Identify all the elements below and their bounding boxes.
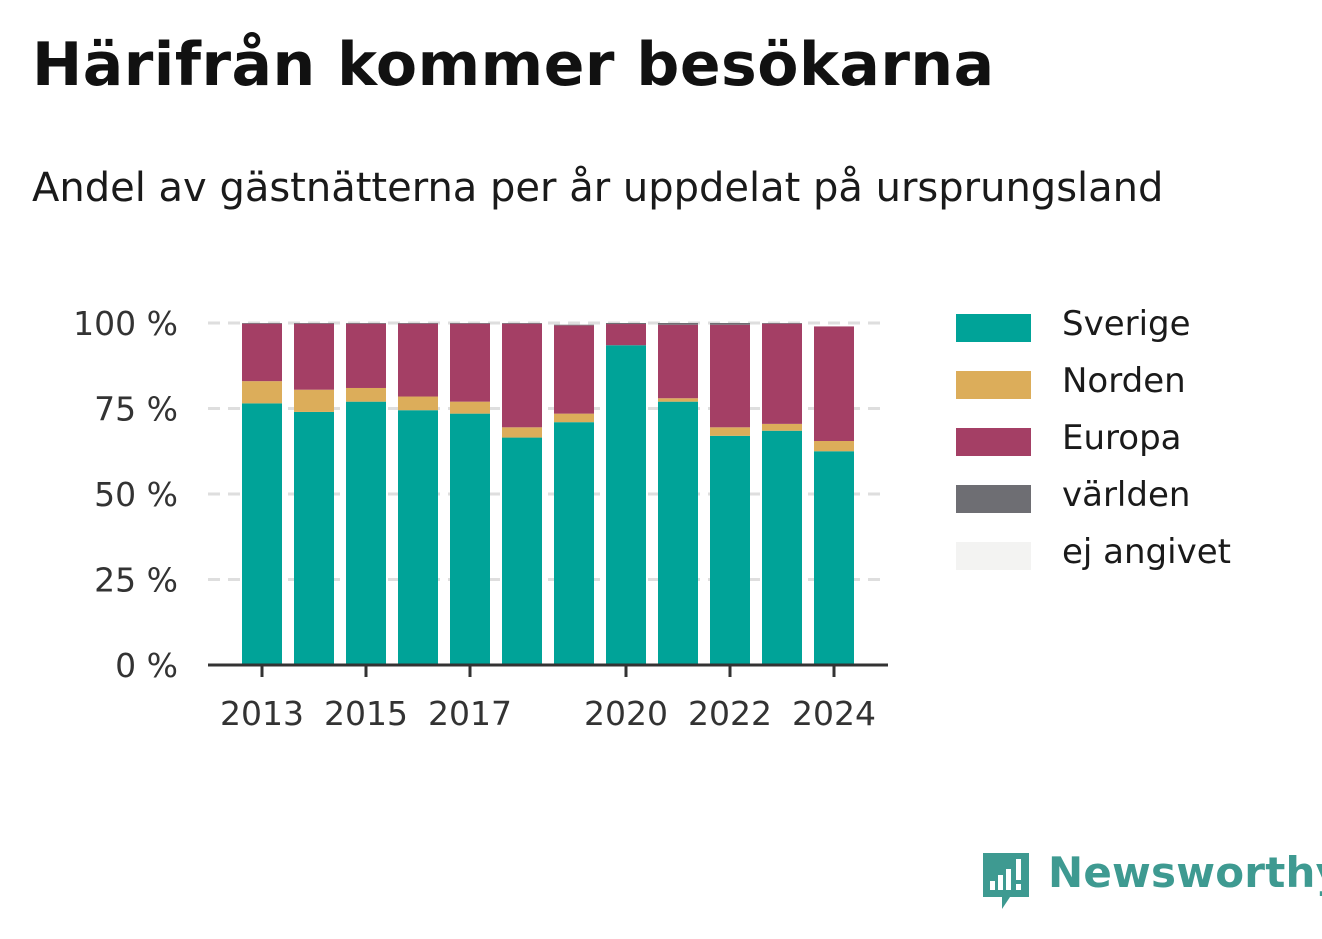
- bar-segment: [658, 398, 698, 402]
- y-tick-label: 75 %: [94, 390, 178, 429]
- bar-segment: [450, 413, 490, 665]
- y-axis-ticks: 0 % 25 % 50 % 75 % 100 %: [73, 304, 178, 685]
- bar-segment: [502, 323, 542, 428]
- bars: [242, 323, 854, 665]
- x-tick-label: 2015: [324, 694, 408, 733]
- legend-label: Sverige: [1062, 304, 1191, 344]
- legend-swatch: [956, 428, 1031, 456]
- bar-segment: [294, 323, 334, 390]
- newsworthy-logo-icon: [983, 853, 1029, 909]
- bar-segment: [450, 323, 490, 324]
- chart-title: Härifrån kommer besökarna: [32, 30, 995, 100]
- bar-segment: [762, 423, 802, 431]
- y-tick-label: 100 %: [73, 304, 178, 343]
- bar-segment: [606, 345, 646, 665]
- brand-logo: Newsworthy: [980, 848, 1322, 910]
- bar-segment: [762, 323, 802, 324]
- bar-segment: [242, 381, 282, 404]
- bar-segment: [710, 324, 750, 428]
- legend-item: Europa: [956, 416, 1286, 458]
- x-tick-label: 2013: [220, 694, 304, 733]
- bar-segment: [242, 323, 282, 382]
- bar-segment: [814, 451, 854, 665]
- legend-label: Europa: [1062, 418, 1182, 458]
- bar-segment: [762, 430, 802, 665]
- legend-label: ej angivet: [1062, 532, 1231, 572]
- x-tick-label: 2020: [584, 694, 668, 733]
- bar-segment: [242, 323, 282, 324]
- legend-item: världen: [956, 473, 1286, 515]
- legend-swatch: [956, 485, 1031, 513]
- bar-segment: [346, 401, 386, 665]
- bar-segment: [398, 396, 438, 411]
- bar-segment: [502, 323, 542, 324]
- legend-swatch: [956, 314, 1031, 342]
- bar-segment: [814, 440, 854, 452]
- bar-segment: [658, 324, 698, 399]
- chart-subtitle: Andel av gästnätterna per år uppdelat på…: [32, 165, 1164, 211]
- bar-segment: [710, 427, 750, 436]
- y-tick-label: 25 %: [94, 561, 178, 600]
- bar-segment: [242, 403, 282, 665]
- legend-label: Norden: [1062, 361, 1186, 401]
- bar-segment: [606, 324, 646, 346]
- x-tick-label: 2017: [428, 694, 512, 733]
- bar-segment: [554, 324, 594, 326]
- brand-name: Newsworthy: [1048, 848, 1322, 897]
- bar-segment: [658, 401, 698, 665]
- x-tick-label: 2022: [688, 694, 772, 733]
- bar-segment: [502, 437, 542, 665]
- bar-segment: [762, 323, 802, 424]
- bar-segment: [346, 387, 386, 402]
- bar-segment: [346, 323, 386, 324]
- bar-segment: [450, 323, 490, 402]
- bar-segment: [294, 411, 334, 665]
- x-axis: 2013 2015 2017 2020 2022 2024: [208, 663, 888, 733]
- bar-segment: [346, 323, 386, 388]
- legend-label: världen: [1062, 475, 1191, 515]
- x-tick-label: 2024: [792, 694, 876, 733]
- bar-segment: [814, 326, 854, 441]
- bar-segment: [398, 323, 438, 397]
- legend-swatch: [956, 371, 1031, 399]
- legend-item: Norden: [956, 359, 1286, 401]
- y-tick-label: 0 %: [115, 646, 178, 685]
- legend-item: ej angivet: [956, 530, 1286, 572]
- bar-segment: [294, 389, 334, 412]
- bar-segment: [658, 323, 698, 325]
- bar-segment: [554, 413, 594, 423]
- legend-swatch: [956, 542, 1031, 570]
- bar-segment: [710, 323, 750, 325]
- bar-segment: [710, 435, 750, 665]
- bar-segment: [398, 410, 438, 665]
- bar-segment: [502, 427, 542, 438]
- bar-segment: [450, 401, 490, 414]
- bar-segment: [398, 323, 438, 324]
- legend-item: Sverige: [956, 302, 1286, 344]
- bar-segment: [294, 323, 334, 324]
- y-tick-label: 50 %: [94, 475, 178, 514]
- bar-segment: [554, 325, 594, 414]
- bar-segment: [554, 422, 594, 665]
- bar-segment: [606, 323, 646, 325]
